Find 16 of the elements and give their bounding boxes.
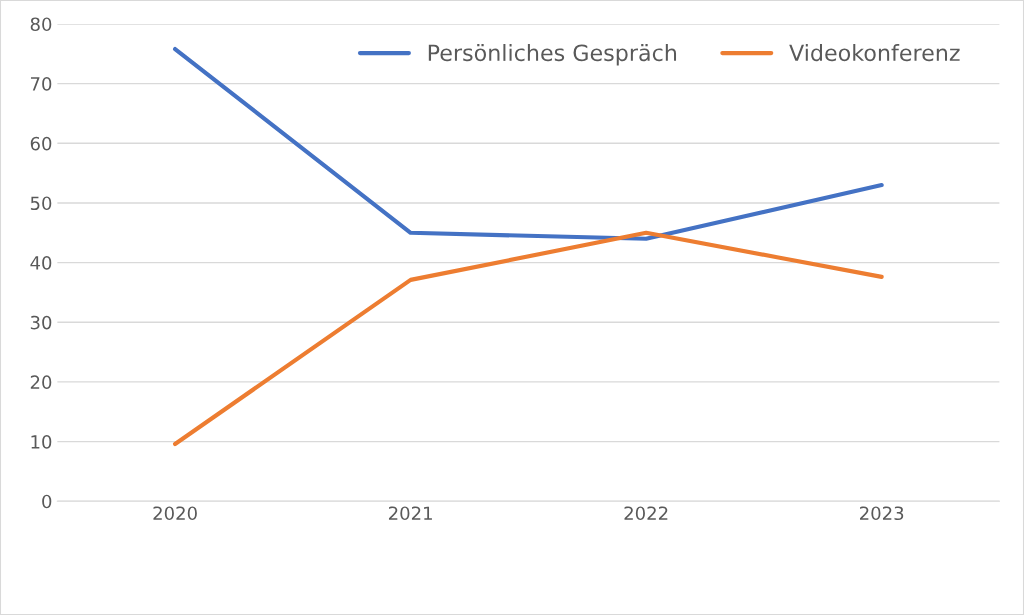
x-tick-label: 2020 — [153, 506, 197, 521]
x-tick-label: 2021 — [388, 506, 432, 521]
y-tick-label: 80 — [30, 17, 52, 32]
y-tick-label: 30 — [30, 315, 52, 330]
y-tick-label: 10 — [31, 435, 52, 449]
legend-label: Persönliches Gespräch — [428, 43, 677, 66]
x-tick-label: 2023 — [860, 506, 904, 521]
y-tick-label: 70 — [30, 77, 52, 91]
line-series — [173, 230, 884, 447]
x-tick-label: 2022 — [624, 506, 668, 521]
y-tick-label: 60 — [30, 136, 52, 151]
legend-label: Videokonferenz — [789, 43, 960, 62]
y-tick-label: 0 — [42, 494, 52, 509]
y-tick-label: 50 — [30, 196, 52, 211]
y-tick-label: 20 — [30, 375, 52, 390]
y-tick-label: 40 — [30, 256, 52, 270]
